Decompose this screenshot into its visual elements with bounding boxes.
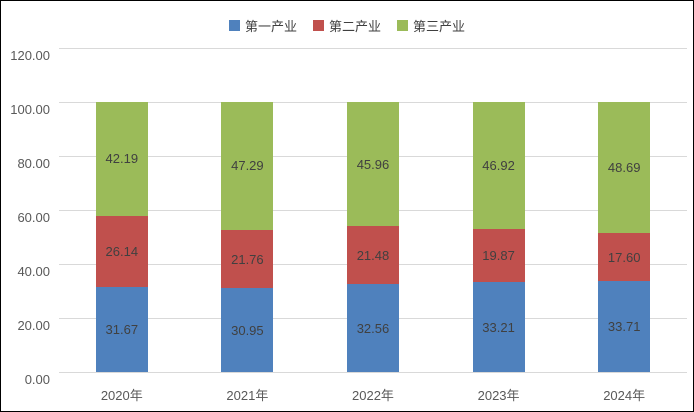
bar-segment[interactable]: 32.56 (346, 284, 399, 372)
legend-label: 第二产业 (328, 19, 381, 34)
data-label: 45.96 (356, 156, 390, 172)
bar-segment[interactable]: 33.21 (472, 282, 525, 372)
bar-segment[interactable]: 21.48 (346, 226, 399, 285)
gridline (59, 47, 687, 49)
gridline (59, 101, 687, 103)
chart-legend: 第一产业 第二产业 第三产业 (1, 16, 693, 35)
bar-segment[interactable]: 33.71 (598, 280, 651, 372)
bar-segment[interactable]: 30.95 (221, 288, 274, 372)
data-label: 19.87 (482, 248, 515, 264)
legend-swatch-icon (397, 20, 408, 31)
x-axis-tick-label: 2023年 (477, 388, 520, 403)
bar-segment[interactable]: 26.14 (95, 215, 148, 287)
data-label: 21.76 (231, 251, 264, 267)
data-label: 47.29 (231, 158, 264, 174)
bar-stack: 33.71 17.60 48.69 (598, 102, 651, 372)
data-label: 30.95 (231, 322, 264, 338)
bar-stack: 30.95 21.76 47.29 (221, 102, 274, 372)
plot-area: 0.00 20.00 40.00 60.00 80.00 100.00 120.00 31.6… (10, 47, 687, 387)
legend-label: 第一产业 (244, 19, 297, 34)
data-label: 32.56 (356, 320, 390, 336)
bar-column: 31.67 26.14 42.19 (59, 48, 185, 372)
legend-swatch-icon (312, 20, 324, 31)
bar-column: 30.95 21.76 47.29 (185, 48, 311, 372)
gridline (59, 371, 687, 373)
data-label: 26.14 (105, 243, 139, 259)
legend-swatch-icon (228, 20, 240, 31)
x-axis-tick-label: 2020年 (100, 388, 143, 403)
bar-stack: 31.67 26.14 42.19 (95, 102, 148, 372)
data-label: 48.69 (607, 160, 641, 176)
data-label: 46.92 (482, 157, 515, 173)
bar-segment[interactable]: 17.60 (598, 233, 651, 281)
data-label: 17.60 (607, 249, 641, 265)
x-axis-tick-label: 2022年 (352, 388, 394, 403)
data-label: 31.67 (105, 321, 139, 337)
bar-stack: 32.56 21.48 45.96 (346, 102, 399, 372)
bar-segment[interactable]: 19.87 (472, 228, 525, 283)
bar-segment[interactable]: 45.96 (346, 102, 399, 227)
legend-label: 第三产业 (413, 19, 466, 34)
x-axis: 2020年 2021年 2022年 2023年 2024年 (59, 385, 687, 403)
data-label: 21.48 (356, 247, 390, 263)
bar-segment[interactable]: 46.92 (472, 102, 525, 229)
data-label: 42.19 (105, 151, 139, 167)
legend-item[interactable]: 第二产业 (312, 16, 381, 35)
bar-segment[interactable]: 21.76 (221, 229, 274, 289)
bar-stack: 33.21 19.87 46.92 (472, 102, 525, 372)
bar-segment[interactable]: 42.19 (95, 102, 148, 216)
data-label: 33.71 (607, 318, 641, 334)
x-axis-tick-label: 2021年 (226, 388, 269, 403)
bar-column: 32.56 21.48 45.96 (310, 48, 436, 372)
bar-column: 33.21 19.87 46.92 (436, 48, 562, 372)
legend-item[interactable]: 第一产业 (228, 16, 297, 35)
bar-segment[interactable]: 47.29 (221, 102, 274, 230)
bar-segment[interactable]: 31.67 (95, 286, 148, 372)
bar-column: 33.71 17.60 48.69 (561, 48, 687, 372)
x-axis-tick-label: 2024年 (603, 388, 646, 403)
bars-container: 31.67 26.14 42.19 30.95 21.76 47.29 32.56 21.48… (59, 48, 687, 372)
legend-item[interactable]: 第三产业 (397, 16, 465, 35)
bar-segment[interactable]: 48.69 (598, 102, 651, 234)
data-label: 33.21 (482, 319, 515, 335)
